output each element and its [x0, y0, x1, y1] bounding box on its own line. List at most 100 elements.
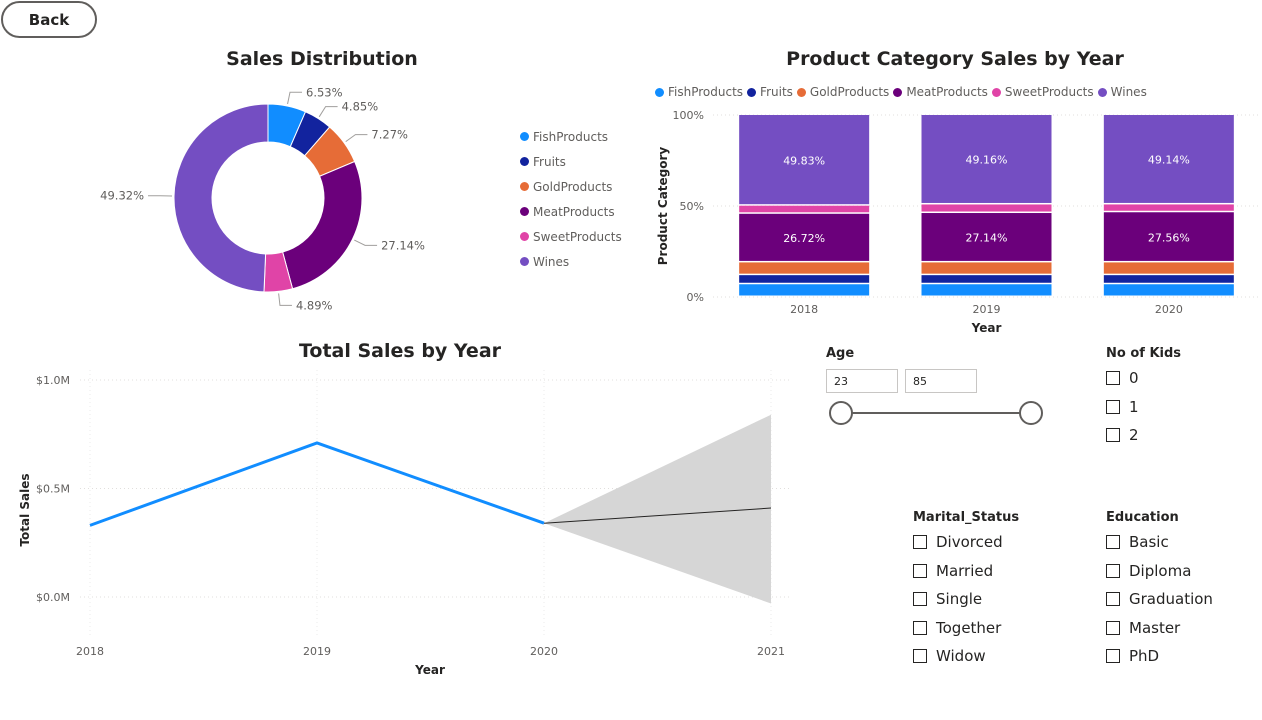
education-slicer-title: Education [1106, 510, 1179, 525]
y-tick-label: $1.0M [36, 374, 70, 387]
y-tick-label: 0% [687, 291, 704, 304]
checkbox[interactable] [1106, 371, 1120, 386]
bar-segment [1103, 275, 1234, 283]
legend-item[interactable]: SweetProducts [991, 84, 1094, 100]
legend-marker [1097, 87, 1107, 97]
legend-marker [991, 87, 1001, 97]
stacked-legend: FishProducts Fruits GoldProducts MeatProduc… [655, 84, 1147, 100]
legend-item[interactable]: Fruits [520, 149, 640, 174]
donut-data-label: 27.14% [381, 238, 425, 252]
x-tick-label: 2019 [303, 645, 331, 658]
legend-item[interactable]: Wines [520, 249, 640, 274]
donut-slice [282, 160, 363, 290]
legend-item[interactable]: GoldProducts [796, 84, 890, 100]
marital-option[interactable]: Divorced [913, 528, 1003, 557]
education-option[interactable]: Master [1106, 614, 1213, 643]
donut-data-label: 49.32% [100, 189, 144, 203]
checkbox[interactable] [1106, 399, 1120, 414]
legend-label: GoldProducts [809, 85, 890, 99]
bar-data-label: 49.16% [966, 154, 1008, 167]
bar-segment [739, 262, 870, 274]
donut-data-label: 7.27% [371, 128, 408, 142]
marital-option-label: Single [936, 590, 983, 609]
legend-label: Fruits [760, 85, 793, 99]
education-option[interactable]: PhD [1106, 642, 1213, 671]
checkbox[interactable] [1106, 592, 1120, 607]
legend-item[interactable]: SweetProducts [520, 224, 640, 249]
sales-distribution-donut: 6.53%4.85% 7.27% 27.14% 4.89% 49.32% [100, 85, 425, 312]
age-slider-min-handle[interactable] [829, 401, 853, 425]
legend-label: SweetProducts [1004, 85, 1094, 99]
donut-leader-line [318, 106, 338, 118]
kids-option-label: 1 [1129, 397, 1139, 416]
marital-option[interactable]: Single [913, 585, 1003, 614]
marital-option-label: Married [936, 561, 994, 580]
checkbox[interactable] [1106, 620, 1120, 635]
age-range-slider[interactable] [829, 400, 1043, 426]
marital-option[interactable]: Widow [913, 642, 1003, 671]
legend-item[interactable]: GoldProducts [520, 174, 640, 199]
legend-label: GoldProducts [533, 179, 613, 194]
back-button[interactable]: Back [1, 1, 97, 38]
education-option[interactable]: Basic [1106, 528, 1213, 557]
donut-leader-line [278, 293, 292, 306]
checkbox[interactable] [913, 592, 927, 607]
checkbox[interactable] [1106, 535, 1120, 550]
age-slider-track [841, 412, 1031, 414]
kids-option[interactable]: 1 [1106, 393, 1139, 422]
marital-option-label: Widow [936, 647, 986, 666]
bar-segment [1103, 115, 1234, 203]
bar-data-label: 27.14% [966, 232, 1008, 245]
legend-marker [655, 87, 664, 97]
education-option-label: Basic [1129, 533, 1169, 552]
donut-data-label: 4.89% [296, 298, 333, 312]
legend-label: MeatProducts [533, 204, 615, 219]
donut-legend: FishProducts Fruits GoldProducts MeatProduc… [520, 124, 640, 274]
legend-item[interactable]: MeatProducts [520, 199, 640, 224]
kids-option[interactable]: 0 [1106, 364, 1139, 393]
checkbox[interactable] [913, 535, 927, 550]
bar-segment [1103, 204, 1234, 211]
checkbox[interactable] [1106, 563, 1120, 578]
legend-item[interactable]: FishProducts [520, 124, 640, 149]
bar-segment [739, 213, 870, 261]
checkbox[interactable] [1106, 649, 1120, 664]
bar-segment [739, 275, 870, 283]
x-tick-label: 2019 [973, 303, 1001, 316]
age-slider-max-handle[interactable] [1019, 401, 1043, 425]
x-tick-label: 2021 [757, 645, 785, 658]
bar-segment [1103, 284, 1234, 296]
age-max-input[interactable] [905, 369, 977, 393]
donut-leader-line [345, 134, 368, 143]
legend-label: FishProducts [533, 129, 609, 144]
legend-marker [520, 207, 529, 216]
y-axis-title: Product Category [656, 147, 670, 266]
bar-segment [921, 213, 1052, 261]
checkbox[interactable] [1106, 428, 1120, 443]
marital-option[interactable]: Married [913, 557, 1003, 586]
x-tick-label: 2018 [76, 645, 104, 658]
age-min-input[interactable] [826, 369, 898, 393]
bar-data-label: 49.83% [783, 154, 825, 167]
education-option[interactable]: Diploma [1106, 557, 1213, 586]
marital-option[interactable]: Together [913, 614, 1003, 643]
marital-option-label: Divorced [936, 533, 1003, 552]
checkbox[interactable] [913, 620, 927, 635]
bar-data-label: 49.14% [1148, 154, 1190, 167]
kids-option-label: 2 [1129, 426, 1139, 445]
education-option-label: Diploma [1129, 561, 1192, 580]
legend-item[interactable]: MeatProducts [893, 84, 988, 100]
education-option[interactable]: Graduation [1106, 585, 1213, 614]
y-tick-label: 50% [680, 200, 704, 213]
checkbox[interactable] [913, 649, 927, 664]
legend-item[interactable]: Fruits [747, 84, 793, 100]
kids-option[interactable]: 2 [1106, 421, 1139, 450]
bar-segment [921, 284, 1052, 296]
forecast-line [543, 507, 772, 524]
checkbox[interactable] [913, 563, 927, 578]
donut-chart-title: Sales Distribution [226, 48, 418, 70]
legend-item[interactable]: FishProducts [655, 84, 743, 100]
bar-data-label: 27.56% [1148, 231, 1190, 244]
legend-marker [520, 232, 529, 241]
legend-item[interactable]: Wines [1097, 84, 1147, 100]
